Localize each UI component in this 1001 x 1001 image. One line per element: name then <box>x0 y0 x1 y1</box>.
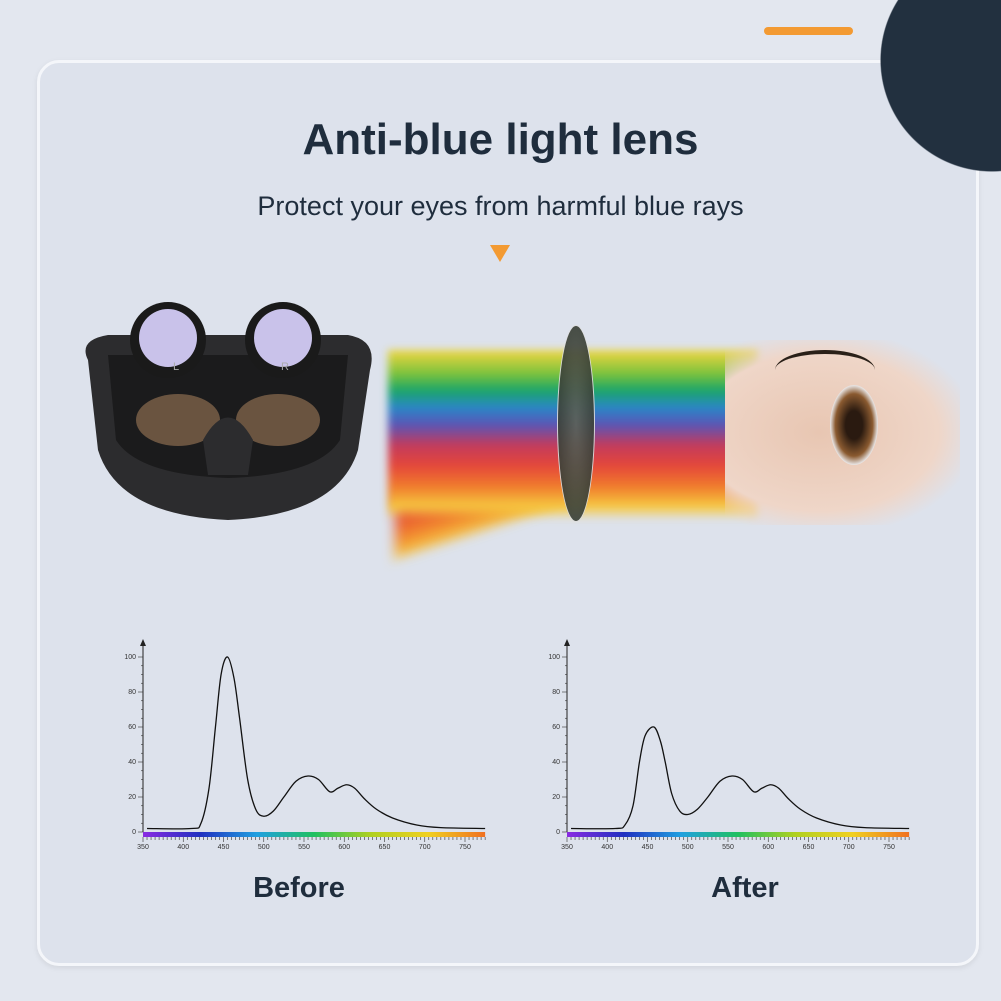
y-axis-arrow-icon <box>140 639 146 646</box>
x-tick-label: 550 <box>722 844 734 851</box>
x-tick-label: 750 <box>459 844 471 851</box>
y-tick-label: 60 <box>128 724 136 731</box>
x-tick-label: 700 <box>843 844 855 851</box>
vr-headset-image: L R <box>85 302 372 520</box>
x-tick-label: 450 <box>218 844 230 851</box>
before-chart: 350 400 450 500 550 600 650 700 750 0 20 40 60 80 100 <box>124 639 486 851</box>
y-tick-label: 80 <box>552 689 560 696</box>
y-tick-label: 0 <box>556 829 560 836</box>
y-tick-label: 40 <box>128 759 136 766</box>
right-lens-label: R <box>281 361 289 373</box>
down-arrow-icon <box>490 245 510 262</box>
x-tick-label: 450 <box>642 844 654 851</box>
x-tick-label: 400 <box>177 844 189 851</box>
spectrum-bar <box>567 832 910 837</box>
x-tick-label: 600 <box>762 844 774 851</box>
x-tick-label: 650 <box>803 844 815 851</box>
y-tick-label: 80 <box>128 689 136 696</box>
x-tick-label: 700 <box>419 844 431 851</box>
lens-image <box>557 325 595 522</box>
x-tick-label: 500 <box>258 844 270 851</box>
x-tick-label: 600 <box>338 844 350 851</box>
y-tick-label: 20 <box>128 794 136 801</box>
x-tick-label: 350 <box>561 844 573 851</box>
spectrum-line <box>147 656 486 830</box>
x-tick-label: 550 <box>298 844 310 851</box>
y-axis-arrow-icon <box>564 639 570 646</box>
y-tick-label: 100 <box>548 654 560 661</box>
spectrum-line <box>571 726 910 830</box>
decorative-circle <box>880 0 1001 172</box>
left-lens-label: L <box>173 361 179 373</box>
page-subtitle: Protect your eyes from harmful blue rays <box>257 191 744 221</box>
eyelash <box>775 350 875 390</box>
y-tick-label: 60 <box>552 724 560 731</box>
spectrum-bar <box>143 832 486 837</box>
y-tick-label: 20 <box>552 794 560 801</box>
x-tick-label: 750 <box>883 844 895 851</box>
y-tick-label: 100 <box>124 654 136 661</box>
x-tick-label: 350 <box>137 844 149 851</box>
y-tick-label: 0 <box>132 829 136 836</box>
after-chart: 350 400 450 500 550 600 650 700 750 0 20 40 60 80 100 <box>548 639 910 851</box>
accent-bar <box>764 27 853 35</box>
x-tick-label: 500 <box>682 844 694 851</box>
eye-iris <box>830 385 878 465</box>
x-tick-label: 400 <box>601 844 613 851</box>
after-label: After <box>711 872 779 904</box>
x-tick-label: 650 <box>379 844 391 851</box>
page-title: Anti-blue light lens <box>302 115 699 164</box>
before-label: Before <box>253 872 345 904</box>
y-tick-label: 40 <box>552 759 560 766</box>
